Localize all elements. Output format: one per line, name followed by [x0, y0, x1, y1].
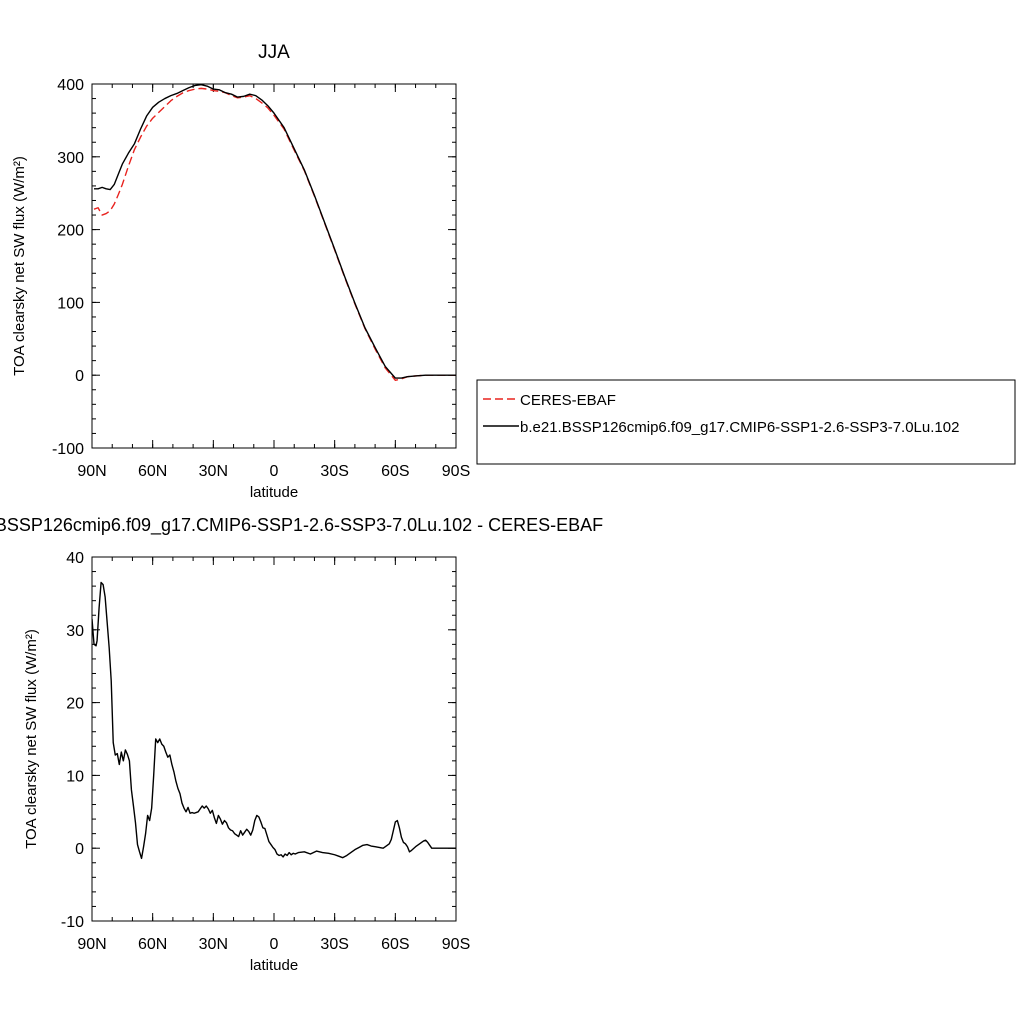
series-line-ceres-ebaf — [93, 87, 456, 381]
plot-frame — [91, 556, 457, 922]
y-tick-label: 30 — [66, 623, 84, 640]
x-tick-label: 0 — [270, 936, 279, 953]
x-tick-label: 90N — [77, 936, 106, 953]
x-tick-label: 90S — [442, 463, 470, 480]
bottom-panel: b.e21.BSSP126cmip6.f09_g17.CMIP6-SSP1-2.… — [0, 515, 603, 974]
x-tick-label: 0 — [270, 463, 279, 480]
chart-title: b.e21.BSSP126cmip6.f09_g17.CMIP6-SSP1-2.… — [0, 515, 603, 536]
series-line-difference — [92, 581, 456, 860]
y-axis-label: TOA clearsky net SW flux (W/m²) — [11, 156, 28, 376]
series-line-model — [94, 84, 456, 379]
x-axis-label: latitude — [250, 957, 298, 974]
x-axis-label: latitude — [250, 484, 298, 501]
y-tick-label: 200 — [57, 223, 84, 240]
y-tick-label: -100 — [52, 441, 84, 458]
y-tick-label: -10 — [61, 914, 84, 931]
legend-box — [476, 379, 1016, 465]
y-tick-label: 100 — [57, 295, 84, 312]
y-tick-label: 300 — [57, 150, 84, 167]
y-tick-label: 20 — [66, 696, 84, 713]
x-tick-label: 60N — [138, 463, 167, 480]
x-tick-label: 60N — [138, 936, 167, 953]
legend: CERES-EBAF b.e21.BSSP126cmip6.f09_g17.CMI… — [476, 379, 1016, 465]
top-panel: JJA 400 300 200 100 0 -100 90N 60N 30N 0 30S 60S 90S l… — [11, 42, 1016, 501]
x-tick-label: 30S — [320, 936, 348, 953]
legend-label: b.e21.BSSP126cmip6.f09_g17.CMIP6-SSP1-2.… — [520, 419, 959, 436]
x-tick-label: 90N — [77, 463, 106, 480]
legend-label: CERES-EBAF — [520, 392, 616, 409]
y-tick-label: 40 — [66, 550, 84, 567]
x-tick-label: 60S — [381, 463, 409, 480]
x-tick-label: 30N — [199, 463, 228, 480]
x-tick-label: 30N — [199, 936, 228, 953]
y-axis-label: TOA clearsky net SW flux (W/m²) — [23, 629, 40, 849]
chart-title: JJA — [258, 42, 290, 63]
y-tick-label: 0 — [75, 368, 84, 385]
plot-frame — [91, 83, 457, 449]
x-tick-label: 60S — [381, 936, 409, 953]
y-tick-label: 10 — [66, 768, 84, 785]
y-tick-label: 0 — [75, 841, 84, 858]
x-tick-label: 90S — [442, 936, 470, 953]
x-tick-label: 30S — [320, 463, 348, 480]
y-tick-label: 400 — [57, 77, 84, 94]
